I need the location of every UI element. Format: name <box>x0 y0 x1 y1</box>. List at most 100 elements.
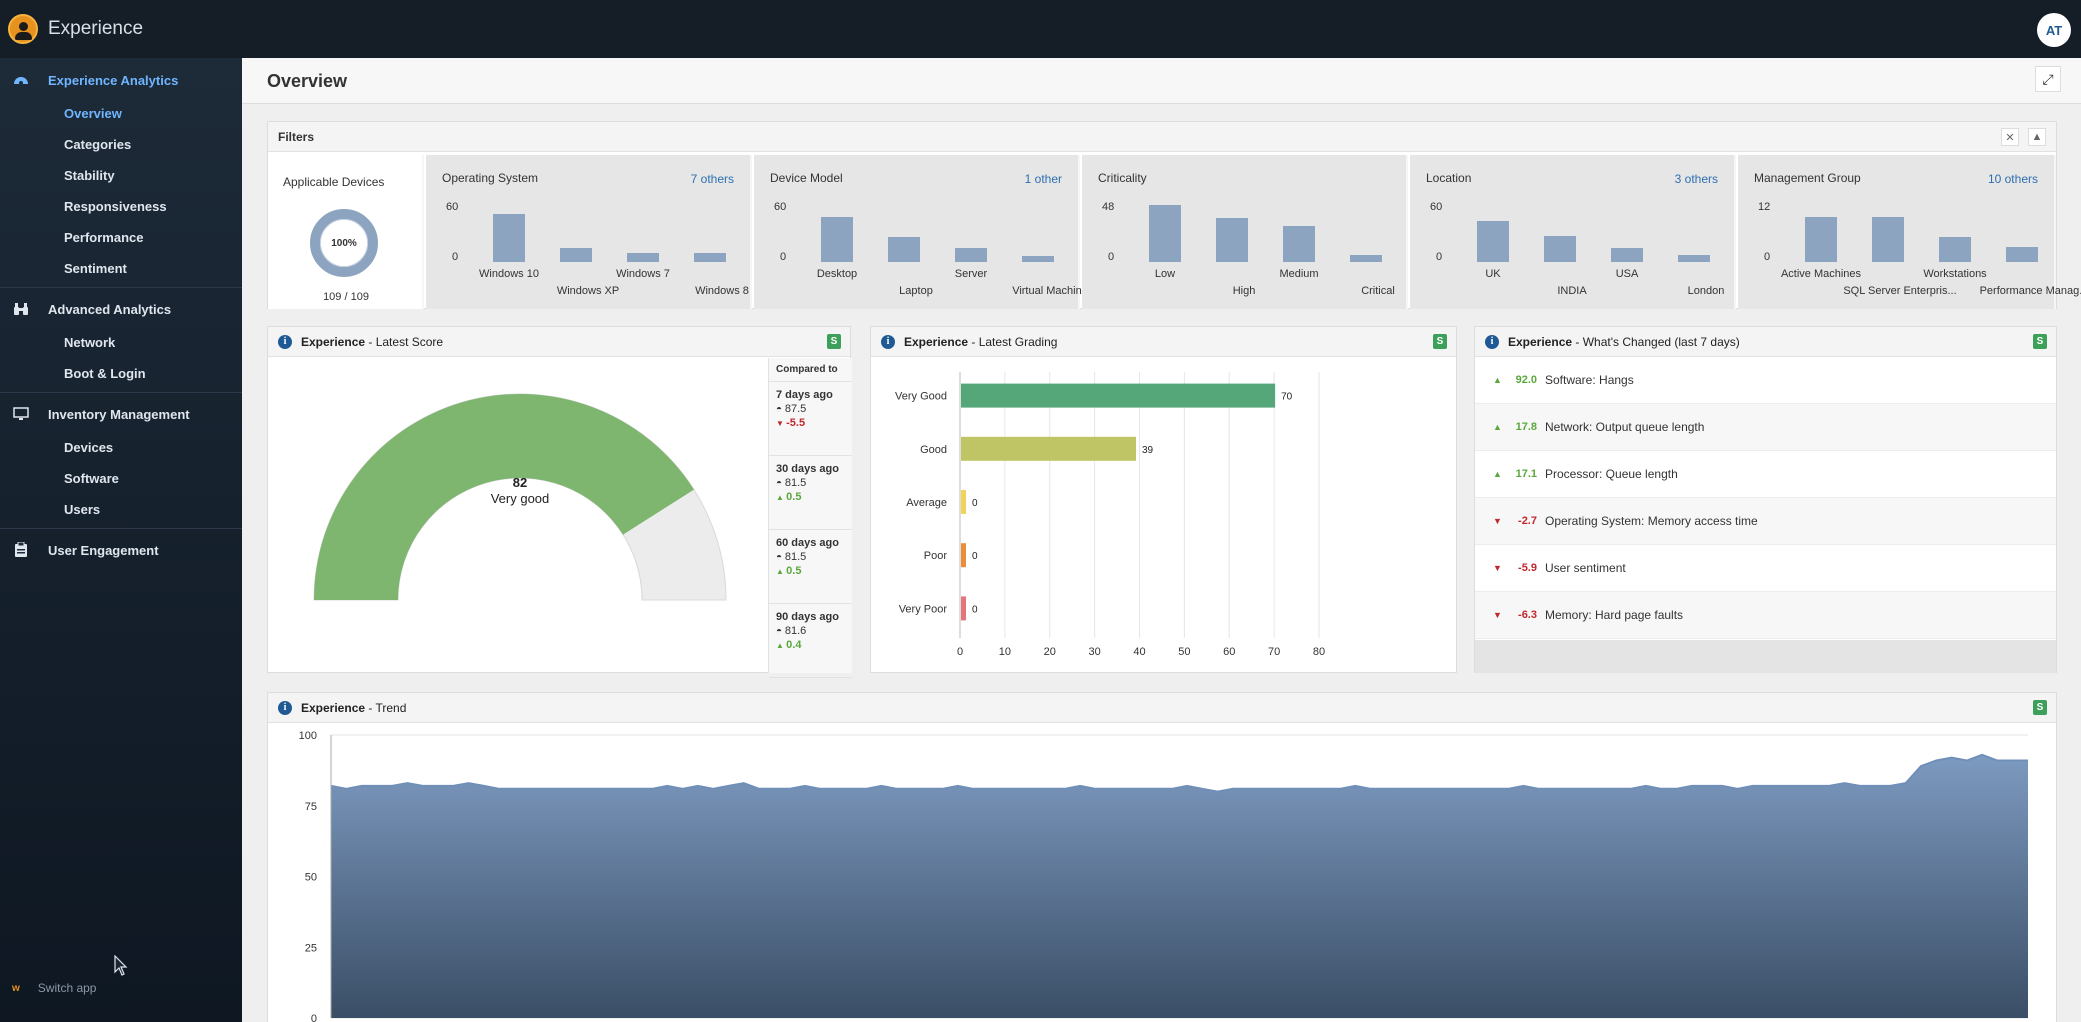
s-badge[interactable]: S <box>1433 334 1447 349</box>
sidebar-item-sentiment[interactable]: Sentiment <box>64 261 127 276</box>
info-icon[interactable]: i <box>278 334 292 349</box>
sidebar-item-software[interactable]: Software <box>64 471 119 486</box>
filter-bar[interactable] <box>1611 248 1643 262</box>
filter-y-max: 60 <box>1430 201 1443 213</box>
sidebar: Experience Analytics Overview Categories St… <box>0 58 242 1022</box>
gauge-score-value: 82 <box>513 475 527 490</box>
sidebar-item-performance[interactable]: Performance <box>64 230 144 245</box>
filter-bar[interactable] <box>955 248 987 262</box>
y-tick-label: 75 <box>305 801 317 813</box>
grading-chart: 0 10 20 30 40 50 60 70 80 Very Good 70 Good 39 Averag… <box>895 372 1325 658</box>
sidebar-group-inventory-management[interactable]: Inventory Management <box>0 396 242 432</box>
sidebar-group-advanced-analytics[interactable]: Advanced Analytics <box>0 291 242 327</box>
whats-changed-header: i Experience - What's Changed (last 7 da… <box>1475 327 2056 357</box>
sidebar-item-categories[interactable]: Categories <box>64 137 132 152</box>
filter-bar-label: Critical <box>1361 285 1395 297</box>
y-category-label: Very Poor <box>899 603 948 615</box>
filter-bar[interactable] <box>2006 247 2038 262</box>
compared-list: 7 days ago ◓ 87.5 ▼ -5.5 30 days ago ◓ 81.5 ▲… <box>769 382 852 678</box>
filter-bar[interactable] <box>1805 217 1837 262</box>
grading-bar[interactable] <box>961 543 966 568</box>
filter-bar[interactable] <box>1544 236 1576 262</box>
filter-card-operating-system[interactable]: Operating System 7 others 60 0 Windows 10 Win… <box>426 155 752 309</box>
filter-bar[interactable] <box>1477 221 1509 262</box>
sidebar-item-stability[interactable]: Stability <box>64 168 115 183</box>
sidebar-item-boot-login[interactable]: Boot & Login <box>64 366 146 381</box>
filters-title: Filters <box>278 129 315 144</box>
filter-bar[interactable] <box>493 214 525 262</box>
filter-others-link[interactable]: 1 other <box>1024 172 1062 186</box>
change-row[interactable]: ▼ -5.9 User sentiment <box>1475 545 2056 592</box>
compared-delta: 0.4 <box>786 639 802 651</box>
filter-card-applicable-devices[interactable]: Applicable Devices 100% 109 / 109 <box>268 155 424 309</box>
user-avatar[interactable]: AT <box>2037 13 2071 47</box>
grading-bar[interactable] <box>961 436 1137 461</box>
clear-filters-button[interactable]: ✕ <box>2001 128 2019 146</box>
expand-button[interactable]: ⤢ <box>2035 66 2061 92</box>
sidebar-item-responsiveness[interactable]: Responsiveness <box>64 199 167 214</box>
info-icon[interactable]: i <box>1485 334 1499 349</box>
filter-bar[interactable] <box>560 248 592 262</box>
filter-bar[interactable] <box>888 237 920 262</box>
compared-delta: 0.5 <box>786 491 802 503</box>
trend-area[interactable] <box>331 754 2028 1018</box>
sidebar-item-users[interactable]: Users <box>64 502 101 517</box>
filter-card-device-model[interactable]: Device Model 1 other 60 0 Desktop Laptop Serve… <box>754 155 1088 309</box>
filter-bar[interactable] <box>1022 256 1054 262</box>
s-badge[interactable]: S <box>827 334 841 349</box>
grading-bar[interactable] <box>961 596 966 621</box>
change-value: -6.3 <box>1518 609 1537 621</box>
filter-card-location[interactable]: Location 3 others 60 0 UK INDIA USA London <box>1410 155 1736 309</box>
filter-bar[interactable] <box>1872 217 1904 262</box>
change-row[interactable]: ▲ 92.0 Software: Hangs <box>1475 357 2056 404</box>
filter-bar[interactable] <box>1149 204 1181 262</box>
s-badge[interactable]: S <box>2033 334 2047 349</box>
filter-bar-label: Windows 8 <box>695 285 749 297</box>
compared-value: 81.5 <box>784 551 807 563</box>
filter-bar[interactable] <box>1678 255 1710 262</box>
sidebar-item-overview[interactable]: Overview <box>64 106 122 121</box>
sidebar-item-network[interactable]: Network <box>64 335 116 350</box>
filter-bar-label: Desktop <box>816 268 858 280</box>
panel-title-bold: Experience <box>301 700 366 715</box>
filter-bar[interactable] <box>1939 237 1971 262</box>
filter-bar[interactable] <box>694 253 726 262</box>
x-tick-label: 60 <box>1223 646 1235 658</box>
sidebar-group-experience-analytics[interactable]: Experience Analytics <box>0 62 242 98</box>
filter-y-max: 60 <box>774 201 787 213</box>
sidebar-group-label: Advanced Analytics <box>48 301 172 317</box>
filter-others-link[interactable]: 3 others <box>1674 172 1718 186</box>
filter-bar[interactable] <box>1283 225 1315 262</box>
monitor-icon <box>12 406 30 422</box>
change-row[interactable]: ▼ -6.3 Memory: Hard page faults <box>1475 592 2056 639</box>
filter-bar[interactable] <box>1350 254 1382 262</box>
switch-app-button[interactable]: w Switch app <box>0 978 96 998</box>
s-badge[interactable]: S <box>2033 700 2047 715</box>
filter-bar[interactable] <box>1216 218 1248 262</box>
filter-bar[interactable] <box>821 217 853 262</box>
filter-card-criticality[interactable]: Criticality 48 0 Low High Medium Critical <box>1082 155 1408 309</box>
app-logo-icon[interactable] <box>8 14 38 44</box>
filter-bar[interactable] <box>627 253 659 262</box>
filter-others-link[interactable]: 10 others <box>1987 172 2038 186</box>
filter-card-management-group[interactable]: Management Group 10 others 12 0 Active Machi… <box>1738 155 2081 309</box>
filter-y-min: 0 <box>1108 251 1115 263</box>
filter-others-link[interactable]: 7 others <box>690 172 734 186</box>
grading-bar[interactable] <box>961 383 1276 408</box>
compared-value: 81.5 <box>784 477 807 489</box>
sidebar-group-user-engagement[interactable]: User Engagement <box>0 532 242 568</box>
change-row[interactable]: ▲ 17.1 Processor: Queue length <box>1475 451 2056 498</box>
x-tick-label: 30 <box>1089 646 1101 658</box>
gauge-icon: ◓ <box>776 552 785 563</box>
filter-card-title: Device Model <box>770 171 843 185</box>
sidebar-group-label: User Engagement <box>48 542 159 558</box>
sidebar-item-devices[interactable]: Devices <box>64 440 114 455</box>
info-icon[interactable]: i <box>278 700 292 715</box>
compared-delta-row: ▲ 0.5 <box>776 491 852 503</box>
change-row[interactable]: ▲ 17.8 Network: Output queue length <box>1475 404 2056 451</box>
change-row[interactable]: ▼ -2.7 Operating System: Memory access tim… <box>1475 498 2056 545</box>
grading-bar[interactable] <box>961 490 966 514</box>
info-icon[interactable]: i <box>881 334 895 349</box>
filter-bar-label: UK <box>1485 268 1501 280</box>
collapse-filters-button[interactable]: ▲ <box>2028 128 2046 146</box>
